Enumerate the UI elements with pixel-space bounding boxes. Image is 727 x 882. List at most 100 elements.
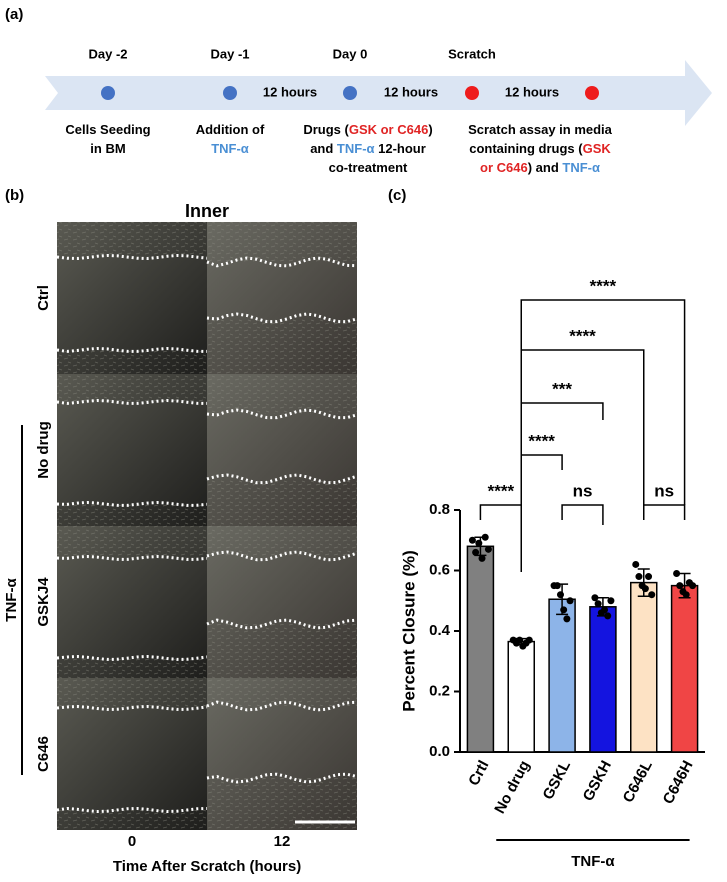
description-part: TNF-α xyxy=(211,141,249,156)
significance-label: ns xyxy=(573,481,593,500)
significance-bracket xyxy=(520,299,686,505)
cell-layer xyxy=(57,222,207,257)
step-description: TNF-α xyxy=(211,141,249,156)
wound-edge xyxy=(206,312,358,324)
significance-bracket xyxy=(561,504,604,525)
description-part: 12-hour xyxy=(375,141,426,156)
cell-layer xyxy=(57,678,207,708)
timeline-dot xyxy=(223,86,237,100)
step-description: co-treatment xyxy=(329,160,408,175)
timeline-dot xyxy=(343,86,357,100)
cell-layer xyxy=(207,374,357,414)
timeline-arrow xyxy=(45,60,712,126)
step-description: Scratch assay in media xyxy=(468,122,613,137)
interval-label: 12 hours xyxy=(384,84,438,99)
data-point xyxy=(635,573,643,581)
cell-layer xyxy=(57,374,207,402)
y-tick-label: 0.4 xyxy=(429,622,451,639)
step-description: Addition of xyxy=(196,122,265,137)
x-tick-label: No drug xyxy=(491,758,533,817)
data-point xyxy=(481,533,489,541)
description-part: in BM xyxy=(90,141,125,156)
wound-edge xyxy=(206,473,358,485)
data-point xyxy=(676,582,684,590)
description-part: Scratch assay in media xyxy=(468,122,613,137)
bar xyxy=(466,545,495,753)
data-point xyxy=(641,585,649,593)
data-point xyxy=(556,591,564,599)
cell-layer xyxy=(57,504,207,526)
wound-edge xyxy=(206,772,358,784)
x-tick-label: GSKH xyxy=(580,758,615,804)
wound-edge xyxy=(56,654,208,661)
wound-edge xyxy=(56,554,208,561)
wound-edge xyxy=(206,256,358,268)
row-label: C646 xyxy=(35,736,52,772)
bar xyxy=(507,640,535,753)
y-tick-label: 0.8 xyxy=(429,501,450,518)
timeline-dot xyxy=(465,86,479,100)
description-part: Addition of xyxy=(196,122,265,137)
panel-label: (b) xyxy=(5,187,24,204)
significance-label: **** xyxy=(528,431,555,450)
interval-label: 12 hours xyxy=(263,84,317,99)
timeline-dot xyxy=(101,86,115,100)
data-point xyxy=(566,597,574,605)
panel-title: Inner xyxy=(185,201,229,221)
y-axis-title: Percent Closure (%) xyxy=(399,550,418,712)
x-axis-title: Time After Scratch (hours) xyxy=(113,858,301,875)
step-description: or C646) and TNF-α xyxy=(480,160,600,175)
data-point xyxy=(516,636,524,644)
wound-edge xyxy=(206,700,358,712)
data-point xyxy=(682,591,690,599)
bar xyxy=(589,606,617,753)
wound-edge xyxy=(56,398,208,405)
step-description: and TNF-α 12-hour xyxy=(310,141,426,156)
wound-edge xyxy=(206,408,358,420)
data-point xyxy=(648,591,656,599)
step-description: in BM xyxy=(90,141,125,156)
row-label: GSKJ4 xyxy=(35,577,52,627)
cell-layer xyxy=(207,526,357,556)
significance-bracket xyxy=(643,504,686,520)
row-label: No drug xyxy=(35,421,52,479)
cell-layer xyxy=(207,678,357,706)
wound-edge xyxy=(56,704,208,711)
wound-edge xyxy=(56,806,208,814)
data-point xyxy=(553,582,561,590)
data-point xyxy=(475,539,483,547)
timeline-dot xyxy=(585,86,599,100)
data-point xyxy=(594,600,602,608)
wound-edge xyxy=(56,253,208,261)
cell-layer xyxy=(57,658,207,678)
day-label: Day -1 xyxy=(210,46,249,61)
bar xyxy=(548,598,576,753)
description-part: Drugs ( xyxy=(303,122,349,137)
cell-layer xyxy=(207,479,357,526)
significance-label: **** xyxy=(488,481,515,500)
x-tick-label: C646L xyxy=(620,758,656,806)
significance-bracket xyxy=(520,402,604,420)
wound-edge xyxy=(206,550,358,562)
panel-label: (a) xyxy=(5,6,23,23)
group-label: TNF-α xyxy=(3,578,20,622)
significance-label: ns xyxy=(654,481,674,500)
x-tick-label: Crtl xyxy=(465,758,492,789)
description-part: TNF-α xyxy=(562,160,600,175)
data-point xyxy=(604,612,612,620)
data-point xyxy=(468,536,476,544)
description-part: containing drugs ( xyxy=(469,141,583,156)
bar xyxy=(630,581,658,753)
data-point xyxy=(563,615,571,623)
y-tick-label: 0.6 xyxy=(429,561,450,578)
cell-layer xyxy=(57,526,207,558)
description-part: TNF-α xyxy=(337,141,375,156)
data-point xyxy=(607,597,615,605)
data-point xyxy=(472,548,480,556)
step-description: containing drugs (GSK xyxy=(469,141,611,156)
y-tick-label: 0.2 xyxy=(429,682,450,699)
x-tick-label: C646H xyxy=(660,758,697,807)
significance-bracket xyxy=(520,454,563,470)
wound-edge xyxy=(206,618,358,630)
significance-label: **** xyxy=(569,326,596,345)
